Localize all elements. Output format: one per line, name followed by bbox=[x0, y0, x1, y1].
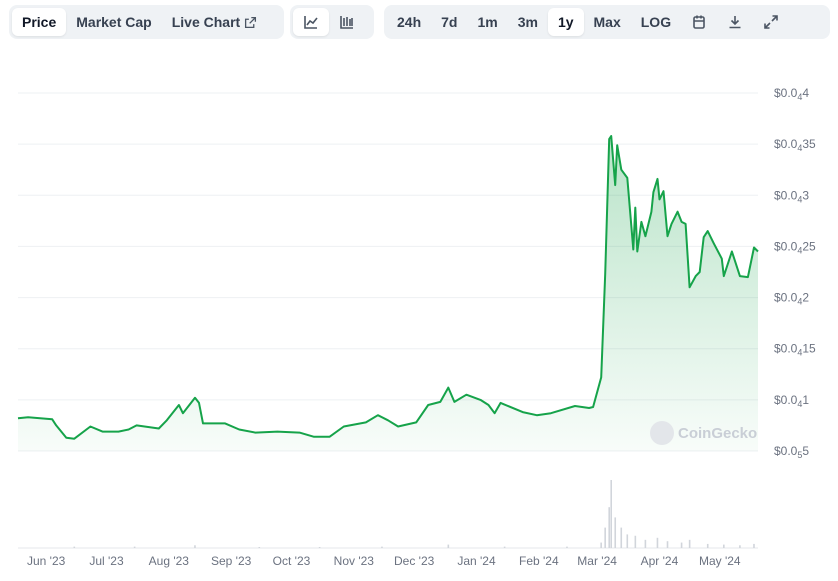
price-line bbox=[17, 135, 759, 440]
x-tick-label: Oct '23 bbox=[273, 554, 311, 568]
x-tick-label: Aug '23 bbox=[149, 554, 190, 568]
x-tick-label: Dec '23 bbox=[394, 554, 435, 568]
expand-icon bbox=[764, 15, 778, 29]
volume-bar bbox=[604, 527, 606, 548]
download-button[interactable] bbox=[717, 8, 753, 36]
watermark-text: CoinGecko bbox=[678, 424, 758, 442]
download-icon bbox=[729, 16, 741, 29]
coingecko-logo bbox=[650, 421, 674, 445]
coingecko-watermark: CoinGecko bbox=[650, 421, 757, 445]
volume-bar bbox=[608, 507, 610, 548]
expand-button[interactable] bbox=[753, 8, 789, 36]
line-chart-icon bbox=[304, 16, 318, 29]
x-tick-label: Jul '23 bbox=[89, 554, 124, 568]
x-tick-label: Sep '23 bbox=[211, 554, 252, 568]
candlestick-chart-button[interactable] bbox=[329, 8, 365, 36]
volume-bar bbox=[318, 547, 321, 548]
x-tick-label: Mar '24 bbox=[577, 554, 617, 568]
tab-live-chart[interactable]: Live Chart bbox=[162, 8, 267, 36]
external-link-icon bbox=[245, 16, 257, 28]
volume-bar bbox=[620, 527, 623, 548]
volume-bar bbox=[73, 546, 76, 548]
range-1y[interactable]: 1y bbox=[547, 8, 584, 36]
volume-bar bbox=[723, 544, 725, 548]
volume-bar bbox=[688, 539, 691, 548]
chart-type-group bbox=[290, 5, 374, 39]
y-tick-label: $0.041 bbox=[774, 393, 809, 409]
calendar-icon bbox=[693, 15, 705, 29]
range-24h[interactable]: 24h bbox=[397, 14, 422, 30]
volume-bar bbox=[381, 546, 383, 548]
range-group: 24h 7d 1m 3m 1y Max LOG bbox=[384, 5, 830, 39]
volume-bar bbox=[739, 545, 741, 548]
y-tick-label: $0.042 bbox=[774, 291, 809, 307]
calendar-button[interactable] bbox=[681, 8, 717, 36]
range-1m[interactable]: 1m bbox=[477, 14, 498, 30]
volume-bar bbox=[753, 543, 755, 548]
tab-market-cap[interactable]: Market Cap bbox=[76, 14, 152, 30]
x-tick-label: Jan '24 bbox=[457, 554, 496, 568]
volume-bar bbox=[258, 547, 261, 548]
tab-price[interactable]: Price bbox=[12, 8, 67, 36]
y-tick-label: $0.0435 bbox=[774, 137, 816, 153]
range-7d[interactable]: 7d bbox=[441, 14, 458, 30]
volume-bar bbox=[133, 546, 136, 548]
y-tick-label: $0.055 bbox=[774, 444, 809, 460]
x-tick-label: Apr '24 bbox=[641, 554, 679, 568]
y-tick-label: $0.044 bbox=[774, 86, 809, 102]
price-area-fill bbox=[18, 136, 758, 451]
x-tick-label: Feb '24 bbox=[519, 554, 559, 568]
chart-tabs: Price Market Cap Live Chart bbox=[9, 5, 284, 39]
y-tick-label: $0.0425 bbox=[774, 239, 816, 255]
line-chart-button[interactable] bbox=[293, 8, 329, 36]
volume-bar bbox=[447, 544, 450, 548]
range-3m[interactable]: 3m bbox=[517, 14, 538, 30]
volume-bar bbox=[600, 542, 602, 548]
candlestick-chart-icon bbox=[340, 16, 353, 29]
volume-bar bbox=[666, 541, 669, 548]
range-max[interactable]: Max bbox=[593, 14, 621, 30]
x-tick-label: Jun '23 bbox=[27, 554, 66, 568]
volume-bar bbox=[194, 545, 196, 548]
y-tick-label: $0.0415 bbox=[774, 342, 816, 358]
volume-bar bbox=[626, 534, 629, 548]
y-tick-label: $0.043 bbox=[774, 188, 809, 204]
volume-bar bbox=[656, 537, 659, 548]
volume-bar bbox=[503, 546, 506, 548]
volume-bar bbox=[680, 542, 683, 548]
x-tick-label: Nov '23 bbox=[334, 554, 375, 568]
volume-bar bbox=[610, 480, 613, 548]
tab-live-chart-label: Live Chart bbox=[171, 14, 241, 30]
log-toggle[interactable]: LOG bbox=[640, 14, 672, 30]
volume-bar bbox=[644, 539, 647, 548]
volume-bar bbox=[706, 543, 709, 548]
volume-bar bbox=[634, 535, 637, 548]
volume-bar bbox=[614, 517, 617, 548]
x-tick-label: May '24 bbox=[699, 554, 741, 568]
volume-bar bbox=[566, 546, 568, 548]
